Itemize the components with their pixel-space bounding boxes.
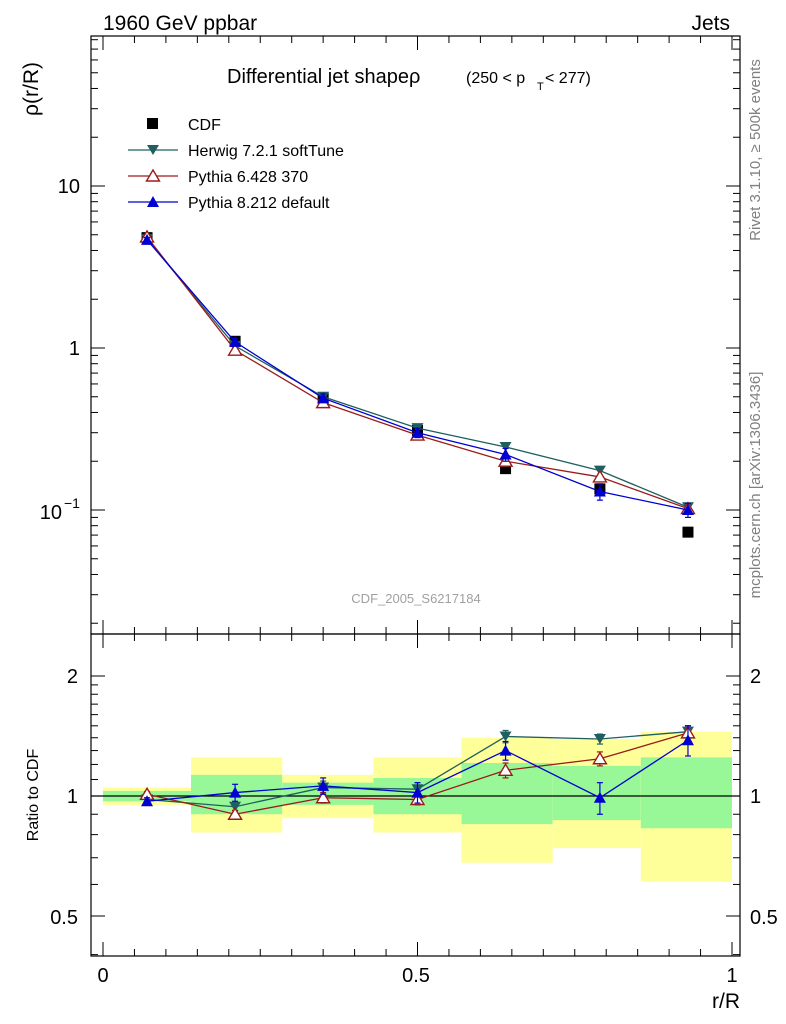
- main-point-herwig-7-2-1-softtune: [499, 441, 512, 452]
- y-tick-label-0.1-exponent: −1: [64, 495, 80, 511]
- legend: CDF Herwig 7.2.1 softTune Pythia 6.428 3…: [128, 117, 344, 212]
- main-point-pythia-8-212-default: [681, 504, 694, 515]
- ratio-right-tick-label-2: 2: [750, 666, 761, 688]
- ratio-point-pythia-6-428-370: [227, 806, 243, 820]
- title-main-text: Differential jet shapeρ: [227, 66, 420, 88]
- legend-marker-pythia6: [145, 168, 161, 182]
- ratio-point-pythia-8-212-default: [499, 744, 512, 756]
- rivet-version-label: Rivet 3.1.10, ≥ 500k events: [747, 59, 764, 241]
- ratio-stat-uncertainty-band: [552, 765, 641, 821]
- header-process-label: Jets: [691, 12, 730, 35]
- main-point-cdf: [682, 526, 694, 538]
- ratio-y-tick-label-0.5: 0.5: [50, 907, 78, 929]
- mcplots-reference-label: mcplots.cern.ch [arXiv:1306.3436]: [747, 372, 764, 599]
- ratio-plot-panel: 2 1 0.5 2 1 0.5 Ratio to CDF 0 0.5 1 r/R: [25, 633, 778, 1013]
- legend-entry-herwig: Herwig 7.2.1 softTune: [128, 143, 344, 160]
- ratio-point-pythia-8-212-default: [593, 791, 606, 803]
- main-plot-panel: 10 1 10 −1 ρ(r/R) Differential jet shape…: [20, 35, 741, 635]
- ratio-axis-ticks: [91, 634, 740, 956]
- legend-label-pythia6: Pythia 6.428 370: [188, 169, 308, 186]
- ratio-stat-uncertainty-band: [640, 757, 732, 829]
- ratio-point-pythia-8-212-default: [229, 786, 242, 798]
- legend-entry-pythia8: Pythia 8.212 default: [128, 195, 330, 212]
- x-tick-label-0.5: 0.5: [402, 965, 430, 987]
- ratio-right-tick-label-1: 1: [750, 786, 761, 808]
- ratio-point-herwig-7-2-1-softtune: [229, 801, 242, 812]
- ratio-point-pythia-8-212-default: [141, 795, 154, 807]
- ratio-series-layer: [139, 725, 696, 820]
- title-range-subscript: T: [537, 81, 544, 93]
- ratio-y-tick-label-1: 1: [67, 786, 78, 808]
- x-tick-label-0: 0: [97, 965, 108, 987]
- ratio-point-herwig-7-2-1-softtune: [593, 733, 606, 744]
- ratio-point-pythia-8-212-default: [317, 779, 330, 791]
- main-point-pythia-6-428-370: [592, 469, 608, 483]
- main-point-pythia-8-212-default: [141, 233, 154, 245]
- main-point-pythia-8-212-default: [411, 426, 424, 438]
- ratio-y-tick-label-2: 2: [67, 666, 78, 688]
- legend-marker-cdf: [147, 118, 158, 129]
- legend-marker-herwig: [147, 145, 159, 155]
- main-point-pythia-8-212-default: [229, 335, 242, 347]
- ratio-point-pythia-8-212-default: [411, 786, 424, 798]
- ratio-plot-frame: [90, 633, 741, 957]
- ratio-point-pythia-6-428-370: [497, 762, 514, 777]
- title-range-close: < 277): [545, 70, 591, 87]
- main-point-pythia-6-428-370: [227, 342, 243, 356]
- legend-label-cdf: CDF: [188, 117, 221, 134]
- plot-title: Differential jet shapeρ (250 < p T < 277…: [227, 66, 591, 93]
- main-axis-ticks: [91, 36, 740, 634]
- x-tick-label-1: 1: [726, 965, 737, 987]
- ratio-y-axis-label: Ratio to CDF: [25, 749, 42, 842]
- main-series-layer: [139, 229, 696, 538]
- ratio-point-pythia-6-428-370: [315, 790, 331, 804]
- y-tick-label-0.1: 10: [40, 502, 62, 524]
- ratio-point-pythia-6-428-370: [592, 751, 608, 765]
- legend-marker-pythia8: [147, 196, 159, 207]
- main-point-pythia-8-212-default: [593, 485, 606, 497]
- ratio-point-pythia-8-212-default: [681, 734, 694, 746]
- main-line-pythia-6-428-370: [146, 236, 689, 510]
- legend-entry-pythia6: Pythia 6.428 370: [128, 168, 308, 186]
- header-energy-label: 1960 GeV ppbar: [103, 12, 257, 35]
- main-y-axis-label: ρ(r/R): [20, 62, 43, 116]
- y-tick-label-10: 10: [58, 176, 80, 198]
- main-point-cdf: [500, 463, 512, 475]
- main-point-pythia-8-212-default: [499, 448, 512, 460]
- main-y-tick-labels: 10 1 10 −1: [40, 176, 80, 524]
- analysis-watermark: CDF_2005_S6217184: [351, 591, 480, 606]
- ratio-uncertainty-bands: [103, 731, 732, 882]
- title-range-open: (250 < p: [466, 70, 525, 87]
- y-tick-label-1: 1: [69, 338, 80, 360]
- legend-entry-cdf: CDF: [147, 117, 221, 134]
- main-line-pythia-8-212-default: [146, 239, 689, 511]
- legend-label-pythia8: Pythia 8.212 default: [188, 195, 330, 212]
- legend-label-herwig: Herwig 7.2.1 softTune: [188, 143, 344, 160]
- ratio-point-herwig-7-2-1-softtune: [499, 731, 512, 742]
- main-point-pythia-8-212-default: [317, 392, 330, 404]
- ratio-right-tick-label-0.5: 0.5: [750, 907, 778, 929]
- main-line-herwig-7-2-1-softtune: [146, 238, 689, 508]
- x-axis-label: r/R: [712, 990, 740, 1013]
